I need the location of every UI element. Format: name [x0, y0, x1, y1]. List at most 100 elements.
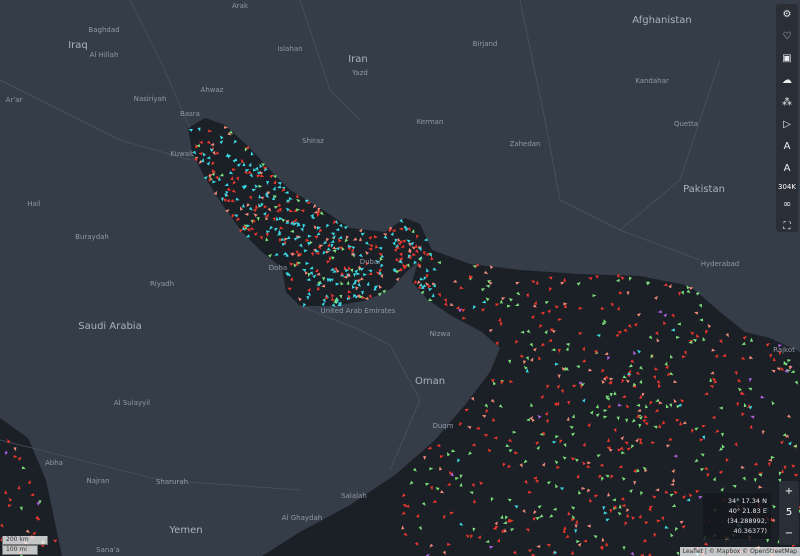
- ship-marker[interactable]: [428, 298, 433, 302]
- ship-marker[interactable]: [373, 286, 377, 291]
- ship-marker[interactable]: [296, 198, 301, 203]
- ship-marker[interactable]: [655, 331, 659, 336]
- ship-marker[interactable]: [782, 433, 787, 437]
- ship-marker[interactable]: [712, 377, 716, 382]
- ship-marker[interactable]: [498, 317, 502, 322]
- ship-marker[interactable]: [333, 300, 338, 305]
- ship-marker[interactable]: [574, 524, 578, 529]
- ship-marker[interactable]: [714, 354, 719, 359]
- ship-marker[interactable]: [605, 518, 610, 522]
- ship-marker[interactable]: [251, 219, 256, 224]
- ship-marker[interactable]: [334, 297, 338, 302]
- ship-marker[interactable]: [694, 427, 699, 431]
- ship-marker[interactable]: [492, 417, 496, 422]
- ship-marker[interactable]: [447, 452, 451, 457]
- ship-marker[interactable]: [356, 272, 361, 276]
- ship-marker[interactable]: [596, 334, 601, 338]
- ship-marker[interactable]: [526, 293, 530, 298]
- ship-marker[interactable]: [571, 414, 575, 419]
- ship-marker[interactable]: [259, 235, 263, 240]
- ship-marker[interactable]: [7, 504, 12, 508]
- ship-marker[interactable]: [322, 250, 327, 255]
- ship-marker[interactable]: [485, 284, 490, 288]
- ship-marker[interactable]: [532, 304, 537, 308]
- ship-marker[interactable]: [753, 478, 757, 483]
- ship-marker[interactable]: [215, 151, 220, 155]
- ship-marker[interactable]: [192, 150, 197, 155]
- ship-marker[interactable]: [768, 458, 772, 462]
- ship-marker[interactable]: [332, 250, 337, 253]
- ship-marker[interactable]: [663, 283, 668, 287]
- ship-marker[interactable]: [671, 504, 676, 508]
- ship-marker[interactable]: [477, 535, 482, 540]
- ship-marker[interactable]: [321, 301, 325, 306]
- ship-marker[interactable]: [565, 343, 570, 347]
- zoom-in[interactable]: +: [784, 486, 794, 497]
- ship-marker[interactable]: [318, 228, 323, 233]
- ship-marker[interactable]: [426, 268, 429, 273]
- ship-marker[interactable]: [307, 272, 311, 278]
- ship-marker[interactable]: [620, 497, 625, 501]
- ship-marker[interactable]: [576, 474, 580, 479]
- ship-marker[interactable]: [293, 218, 298, 223]
- ship-marker[interactable]: [430, 486, 434, 491]
- ship-marker[interactable]: [335, 282, 340, 286]
- ship-marker[interactable]: [500, 381, 504, 385]
- ship-marker[interactable]: [403, 225, 408, 229]
- ship-marker[interactable]: [540, 394, 545, 399]
- ship-marker[interactable]: [548, 338, 553, 342]
- ship-marker[interactable]: [442, 515, 446, 520]
- ship-marker[interactable]: [267, 207, 272, 212]
- ship-marker[interactable]: [253, 208, 258, 213]
- ship-marker[interactable]: [307, 287, 311, 293]
- ship-marker[interactable]: [530, 280, 536, 284]
- ship-marker[interactable]: [748, 378, 752, 383]
- ship-marker[interactable]: [633, 350, 637, 356]
- ship-marker[interactable]: [509, 519, 514, 523]
- ship-marker[interactable]: [449, 511, 454, 515]
- ship-marker[interactable]: [704, 466, 709, 470]
- ship-marker[interactable]: [422, 251, 426, 256]
- ship-marker[interactable]: [361, 290, 365, 296]
- ship-marker[interactable]: [621, 378, 625, 384]
- ship-marker[interactable]: [423, 238, 428, 242]
- ship-marker[interactable]: [529, 342, 533, 347]
- ship-marker[interactable]: [225, 199, 230, 203]
- ship-marker[interactable]: [261, 162, 266, 167]
- ship-marker[interactable]: [788, 441, 792, 446]
- ship-marker[interactable]: [587, 461, 592, 465]
- ship-marker[interactable]: [220, 197, 224, 202]
- ship-marker[interactable]: [443, 298, 447, 303]
- ship-marker[interactable]: [618, 504, 622, 509]
- ship-marker[interactable]: [713, 380, 718, 384]
- ship-marker[interactable]: [307, 201, 312, 205]
- ship-marker[interactable]: [198, 140, 203, 144]
- ship-marker[interactable]: [368, 247, 373, 251]
- ship-marker[interactable]: [565, 367, 569, 372]
- ship-marker[interactable]: [523, 459, 528, 464]
- ship-marker[interactable]: [467, 426, 472, 430]
- ship-marker[interactable]: [378, 284, 382, 289]
- ship-marker[interactable]: [654, 367, 659, 371]
- ship-marker[interactable]: [272, 175, 277, 179]
- ship-marker[interactable]: [401, 511, 406, 515]
- ship-marker[interactable]: [211, 169, 216, 174]
- ship-marker[interactable]: [368, 272, 373, 275]
- ship-marker[interactable]: [769, 517, 774, 522]
- ship-marker[interactable]: [666, 372, 671, 377]
- ship-marker[interactable]: [272, 217, 276, 222]
- ship-marker[interactable]: [250, 226, 255, 231]
- ship-marker[interactable]: [490, 398, 495, 403]
- ship-marker[interactable]: [277, 185, 282, 189]
- ship-marker[interactable]: [502, 521, 508, 525]
- ship-marker[interactable]: [600, 307, 605, 311]
- ship-marker[interactable]: [625, 418, 629, 423]
- ship-marker[interactable]: [282, 251, 288, 256]
- ship-marker[interactable]: [244, 147, 248, 152]
- ship-marker[interactable]: [698, 303, 702, 308]
- ship-marker[interactable]: [327, 242, 331, 247]
- ship-marker[interactable]: [354, 294, 359, 299]
- ship-marker[interactable]: [437, 292, 441, 297]
- ship-marker[interactable]: [616, 273, 620, 278]
- ship-marker[interactable]: [312, 204, 317, 209]
